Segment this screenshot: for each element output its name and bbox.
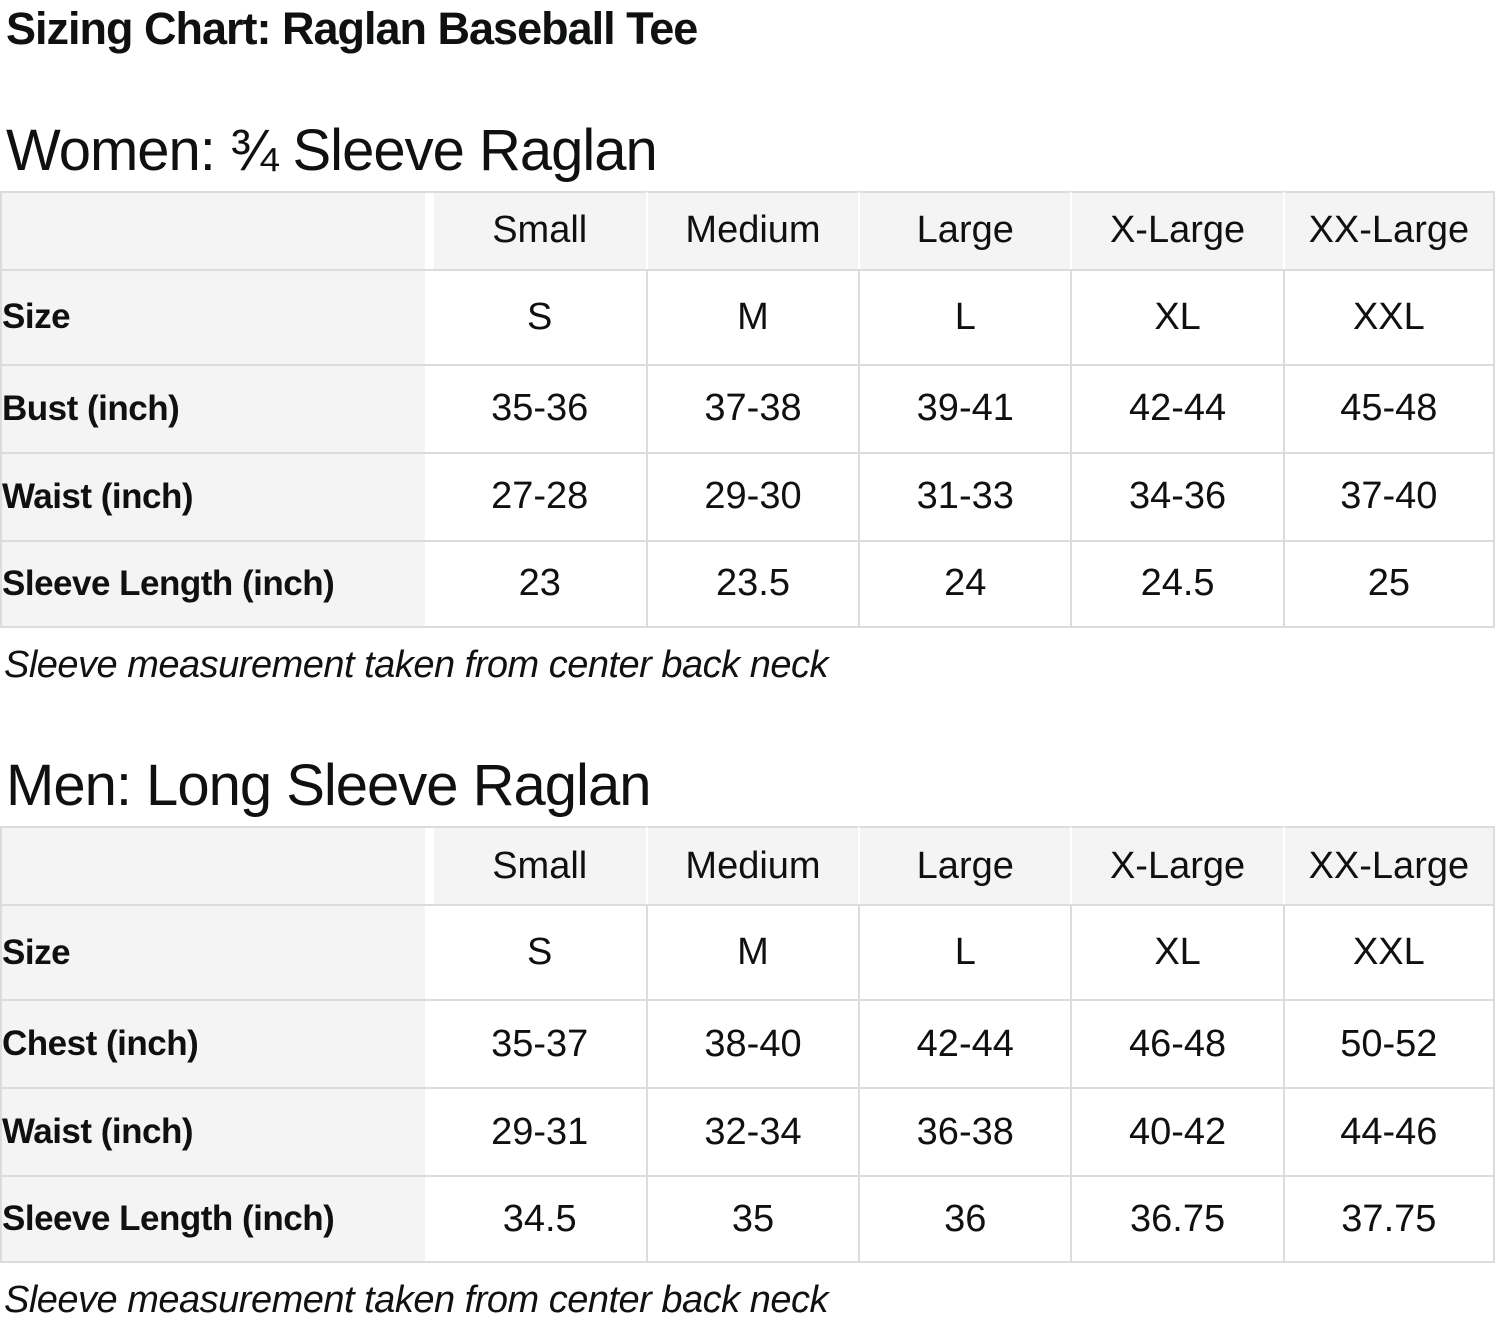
table-cell: 44-46 [1282, 1087, 1495, 1176]
table-cell: 38-40 [645, 999, 859, 1088]
table-cell: XXL [1282, 268, 1495, 364]
table-cell: 24 [858, 539, 1071, 628]
table-cell: 46-48 [1070, 999, 1283, 1088]
column-header-xlarge: X-Large [1070, 190, 1283, 269]
row-label: Chest (inch) [0, 999, 434, 1088]
men-size-table: Small Medium Large X-Large XX-Large Size… [0, 826, 1495, 1264]
table-cell: S [433, 904, 646, 1000]
page-title: Sizing Chart: Raglan Baseball Tee [6, 3, 698, 54]
table-cell: 27-28 [433, 451, 646, 540]
section-heading-women: Women: ¾ Sleeve Raglan [6, 118, 658, 183]
table-row-sleeve-length: Sleeve Length (inch) 34.5 35 36 36.75 37… [0, 1175, 1495, 1264]
table-cell: 23.5 [645, 539, 859, 628]
row-label: Sleeve Length (inch) [0, 539, 434, 628]
table-cell: XL [1070, 904, 1283, 1000]
column-header-xxlarge: XX-Large [1282, 190, 1495, 269]
women-size-table: Small Medium Large X-Large XX-Large Size… [0, 190, 1495, 628]
table-cell: 36.75 [1070, 1175, 1283, 1264]
table-cell: 31-33 [858, 451, 1071, 540]
row-label: Size [0, 268, 434, 364]
corner-cell [0, 826, 434, 905]
column-header-medium: Medium [645, 190, 859, 269]
table-cell: 35-37 [433, 999, 646, 1088]
column-header-small: Small [433, 826, 646, 905]
table-row-bust: Bust (inch) 35-36 37-38 39-41 42-44 45-4… [0, 363, 1495, 452]
column-header-small: Small [433, 190, 646, 269]
table-cell: 29-31 [433, 1087, 646, 1176]
column-header-xxlarge: XX-Large [1282, 826, 1495, 905]
table-cell: 36 [858, 1175, 1071, 1264]
table-cell: 40-42 [1070, 1087, 1283, 1176]
table-cell: 24.5 [1070, 539, 1283, 628]
table-cell: 42-44 [1070, 363, 1283, 452]
row-label: Sleeve Length (inch) [0, 1175, 434, 1264]
table-cell: 35 [645, 1175, 859, 1264]
table-cell: 25 [1282, 539, 1495, 628]
column-header-large: Large [858, 826, 1071, 905]
table-cell: 37-40 [1282, 451, 1495, 540]
table-cell: M [645, 904, 859, 1000]
column-header-large: Large [858, 190, 1071, 269]
table-cell: S [433, 268, 646, 364]
table-cell: L [858, 268, 1071, 364]
table-cell: 32-34 [645, 1087, 859, 1176]
table-cell: XXL [1282, 904, 1495, 1000]
table-cell: 37.75 [1282, 1175, 1495, 1264]
row-label: Bust (inch) [0, 363, 434, 452]
section-heading-men: Men: Long Sleeve Raglan [6, 753, 651, 819]
table-cell: M [645, 268, 859, 364]
table-cell: 50-52 [1282, 999, 1495, 1088]
table-cell: 36-38 [858, 1087, 1071, 1176]
table-cell: 39-41 [858, 363, 1071, 452]
table-cell: XL [1070, 268, 1283, 364]
column-header-medium: Medium [645, 826, 859, 905]
row-label: Size [0, 904, 434, 1000]
table-cell: 35-36 [433, 363, 646, 452]
table-note: Sleeve measurement taken from center bac… [4, 643, 828, 686]
table-row-chest: Chest (inch) 35-37 38-40 42-44 46-48 50-… [0, 999, 1495, 1088]
table-header-row: Small Medium Large X-Large XX-Large [0, 826, 1495, 905]
column-header-xlarge: X-Large [1070, 826, 1283, 905]
table-cell: 34.5 [433, 1175, 646, 1264]
table-cell: 45-48 [1282, 363, 1495, 452]
row-label: Waist (inch) [0, 1087, 434, 1176]
table-row-waist: Waist (inch) 29-31 32-34 36-38 40-42 44-… [0, 1087, 1495, 1176]
table-row-waist: Waist (inch) 27-28 29-30 31-33 34-36 37-… [0, 451, 1495, 540]
table-cell: 23 [433, 539, 646, 628]
table-cell: L [858, 904, 1071, 1000]
table-row-size: Size S M L XL XXL [0, 904, 1495, 1000]
corner-cell [0, 190, 434, 269]
row-label: Waist (inch) [0, 451, 434, 540]
table-note: Sleeve measurement taken from center bac… [4, 1279, 828, 1322]
table-header-row: Small Medium Large X-Large XX-Large [0, 190, 1495, 269]
table-cell: 34-36 [1070, 451, 1283, 540]
table-cell: 37-38 [645, 363, 859, 452]
table-cell: 29-30 [645, 451, 859, 540]
table-cell: 42-44 [858, 999, 1071, 1088]
table-row-size: Size S M L XL XXL [0, 268, 1495, 364]
table-row-sleeve-length: Sleeve Length (inch) 23 23.5 24 24.5 25 [0, 539, 1495, 628]
